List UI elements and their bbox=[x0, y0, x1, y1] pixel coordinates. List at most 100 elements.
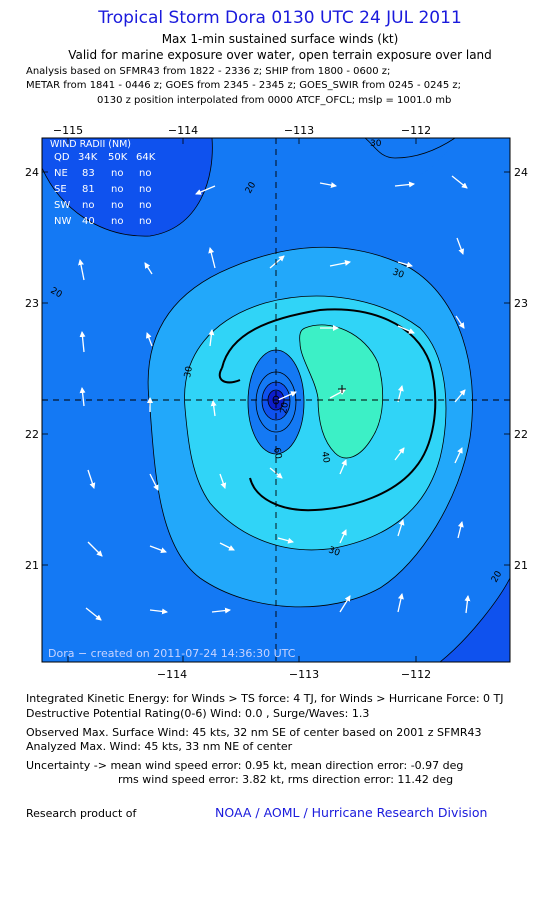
wind-vector bbox=[397, 519, 405, 537]
wind-vector bbox=[277, 391, 297, 401]
research-label: Research product of bbox=[26, 807, 137, 820]
wind-vector bbox=[454, 447, 463, 464]
lat-tick-label: 21 bbox=[25, 559, 39, 572]
wind-vector bbox=[329, 260, 351, 267]
wind-vector bbox=[145, 332, 153, 347]
wind-vector bbox=[464, 595, 471, 614]
plot-frame bbox=[41, 137, 511, 663]
subtitle: Max 1-min sustained surface winds (kt) bbox=[161, 32, 399, 46]
org-link: NOAA / AOML / Hurricane Research Divisio… bbox=[215, 805, 488, 820]
wind-vector bbox=[277, 537, 294, 544]
contour-label: 20 bbox=[279, 401, 291, 414]
wind-vector bbox=[269, 255, 285, 269]
lon-tick-label: −114 bbox=[168, 124, 198, 137]
lon-tick-label: −113 bbox=[284, 124, 314, 137]
svg-text:no: no bbox=[139, 216, 151, 227]
uncertainty-line: rms wind speed error: 3.82 kt, rms direc… bbox=[118, 773, 454, 786]
field-under-20kt-nw bbox=[42, 138, 213, 237]
svg-text:no: no bbox=[82, 200, 94, 211]
svg-text:34K: 34K bbox=[78, 152, 98, 163]
lat-tick-label: 24 bbox=[514, 166, 528, 179]
contour-label: 30 bbox=[370, 139, 382, 149]
storm-track-crosshair bbox=[42, 138, 510, 662]
wind-vector bbox=[219, 473, 227, 489]
wind-vector bbox=[78, 259, 85, 281]
wind-vector bbox=[397, 325, 415, 334]
wind-radii-row: NE bbox=[54, 168, 68, 179]
lat-tick-label: 23 bbox=[25, 297, 39, 310]
lat-tick-label: 24 bbox=[25, 166, 39, 179]
page-title: Tropical Storm Dora 0130 UTC 24 JUL 2011 bbox=[98, 8, 462, 28]
contour-label: 30 bbox=[183, 365, 195, 378]
analysis-line: METAR from 1841 - 0446 z; GOES from 2345… bbox=[26, 80, 461, 91]
wind-radii-header: QD bbox=[54, 152, 70, 163]
svg-text:no: no bbox=[111, 200, 123, 211]
wind-vector bbox=[87, 469, 96, 489]
analysis-line: 0130 z position interpolated from 0000 A… bbox=[97, 95, 452, 106]
contour-label: 30 bbox=[327, 545, 341, 558]
wind-radii-table: WIND RADII (NM) QD 34K 50K 64K NE 83 no … bbox=[50, 139, 156, 227]
lon-tick-labels: −115 −114 −113 −112 −114 −113 −112 bbox=[53, 124, 431, 678]
field-40-50kt bbox=[184, 295, 447, 551]
svg-text:81: 81 bbox=[82, 184, 95, 195]
wind-vector bbox=[397, 385, 404, 403]
lon-tick-label: −112 bbox=[401, 124, 431, 137]
contour-labels: 20 30 30 30 40 60 20 20 20 30 bbox=[49, 139, 505, 585]
wind-vector bbox=[394, 447, 405, 461]
svg-text:40: 40 bbox=[82, 216, 95, 227]
wind-radii-title: WIND RADII (NM) bbox=[50, 139, 131, 150]
lon-tick-label: −112 bbox=[401, 668, 431, 678]
wind-vector bbox=[149, 545, 167, 554]
axis-ticks bbox=[42, 138, 510, 662]
wind-vector bbox=[451, 175, 468, 189]
wind-vector bbox=[339, 595, 351, 613]
wind-field-map: WIND RADII (NM) QD 34K 50K 64K NE 83 no … bbox=[25, 124, 528, 678]
wind-vectors bbox=[78, 175, 471, 621]
wind-vector bbox=[208, 329, 215, 347]
uncertainty-line: Uncertainty -> mean wind speed error: 0.… bbox=[26, 759, 464, 772]
wind-vector bbox=[456, 237, 465, 255]
lat-tick-label: 22 bbox=[514, 428, 528, 441]
contour-label: 40 bbox=[319, 451, 331, 464]
svg-text:no: no bbox=[111, 216, 123, 227]
dpr-line: Destructive Potential Rating(0-6) Wind: … bbox=[26, 707, 370, 720]
svg-text:64K: 64K bbox=[136, 152, 156, 163]
wind-vector bbox=[319, 182, 337, 189]
svg-text:no: no bbox=[139, 184, 151, 195]
wind-vector bbox=[144, 262, 153, 275]
wind-vector bbox=[339, 459, 347, 475]
wind-vector bbox=[397, 261, 413, 268]
wind-radii-row: SE bbox=[54, 184, 67, 195]
map-credit: Dora − created on 2011-07-24 14:36:30 UT… bbox=[48, 647, 296, 660]
observed-wind-line: Observed Max. Surface Wind: 45 kts, 32 n… bbox=[26, 726, 482, 739]
svg-text:no: no bbox=[111, 168, 123, 179]
wind-vector bbox=[455, 315, 465, 329]
wind-vector bbox=[454, 389, 466, 403]
wind-vector bbox=[211, 607, 231, 614]
validity-note: Valid for marine exposure over water, op… bbox=[68, 48, 492, 62]
wind-vector bbox=[457, 521, 464, 539]
contour-label: 60 bbox=[271, 447, 283, 460]
wind-vector bbox=[149, 473, 159, 491]
svg-text:no: no bbox=[139, 168, 151, 179]
wind-radii-row: SW bbox=[54, 200, 70, 211]
analyzed-wind-line: Analyzed Max. Wind: 45 kts, 33 nm NE of … bbox=[26, 740, 293, 753]
wind-vector bbox=[397, 593, 404, 613]
lat-tick-label: 22 bbox=[25, 428, 39, 441]
wind-radii-row: NW bbox=[54, 216, 71, 227]
lon-tick-label: −113 bbox=[289, 668, 319, 678]
wind-vector bbox=[87, 541, 103, 557]
wind-vector bbox=[210, 400, 217, 417]
wind-vector bbox=[79, 387, 86, 407]
wind-vector bbox=[195, 185, 216, 195]
lat-tick-label: 21 bbox=[514, 559, 528, 572]
wind-vector bbox=[208, 247, 216, 269]
lat-tick-labels: 24 23 22 21 24 23 22 21 bbox=[25, 166, 528, 572]
wind-vector bbox=[79, 331, 86, 353]
wind-vector bbox=[339, 529, 347, 544]
ike-line: Integrated Kinetic Energy: for Winds > T… bbox=[26, 692, 504, 705]
svg-text:no: no bbox=[111, 184, 123, 195]
wind-vector bbox=[219, 542, 235, 551]
svg-text:83: 83 bbox=[82, 168, 95, 179]
max-wind-marker bbox=[338, 385, 346, 393]
